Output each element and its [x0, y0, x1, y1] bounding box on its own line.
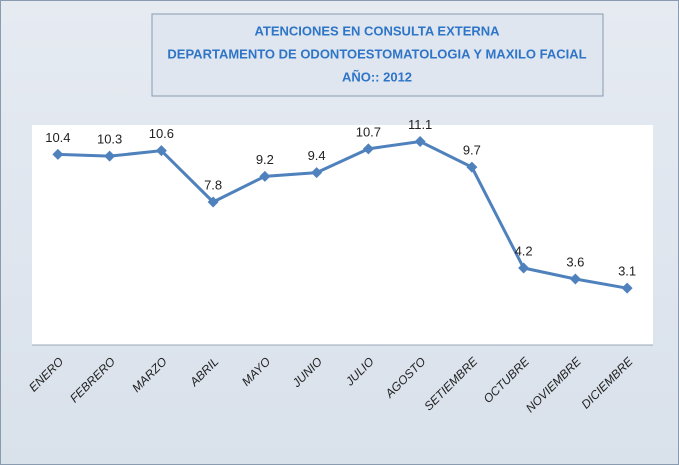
data-label: 4.2	[515, 243, 533, 258]
title-box	[151, 13, 604, 97]
marker	[52, 148, 64, 160]
marker	[569, 273, 581, 285]
chart-title: DEPARTAMENTO DE ODONTOESTOMATOLOGIA Y MA…	[167, 46, 586, 61]
marker	[466, 161, 478, 173]
data-label: 9.4	[308, 148, 326, 163]
marker	[155, 145, 167, 157]
data-label: 10.3	[97, 132, 122, 147]
data-label: 9.2	[256, 152, 274, 167]
data-label: 9.7	[463, 143, 481, 158]
data-label: 3.6	[566, 254, 584, 269]
data-label: 10.7	[356, 124, 381, 139]
marker	[518, 262, 530, 274]
marker	[362, 143, 374, 155]
plot-area	[32, 125, 653, 345]
chart-title: ATENCIONES EN CONSULTA EXTERNA	[254, 23, 500, 38]
marker	[414, 136, 426, 147]
marker	[259, 170, 271, 182]
marker	[207, 196, 219, 208]
marker	[311, 167, 323, 179]
marker	[621, 282, 633, 294]
data-label: 10.4	[45, 130, 70, 145]
chart-title: AÑO:: 2012	[342, 69, 412, 84]
data-label: 7.8	[204, 177, 222, 192]
marker	[104, 150, 116, 162]
data-label: 11.1	[408, 117, 432, 132]
data-label: 3.1	[618, 264, 636, 279]
data-label: 10.6	[149, 126, 174, 141]
series-line	[57, 139, 628, 290]
